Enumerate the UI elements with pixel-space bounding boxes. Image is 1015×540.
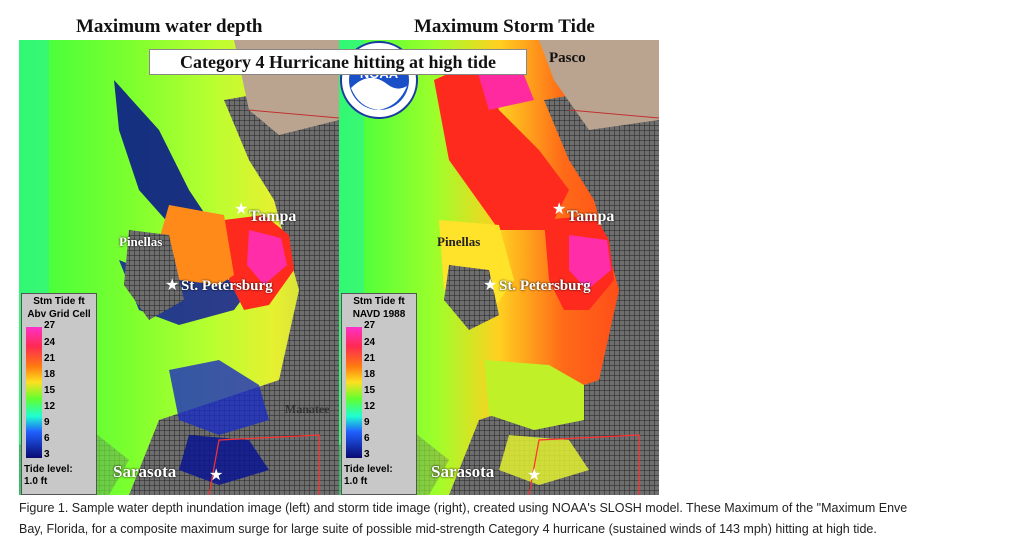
tide-level-title: Tide level: (344, 464, 393, 475)
legend-tick: 24 (44, 337, 56, 348)
storm-tide-map: Pasco Tampa ★ Pinellas ★ St. Petersburg … (339, 40, 659, 495)
legend-tick: 18 (44, 369, 56, 380)
tide-level-value: 1.0 ft (344, 476, 368, 487)
legend-color-bar (346, 327, 362, 458)
legend-tick: 27 (364, 320, 376, 331)
legend-tick: 3 (44, 449, 50, 460)
place-label-manatee: Manatee (285, 402, 330, 416)
place-label-sarasota: Sarasota (431, 462, 495, 481)
legend-title-2: Abv Grid Cell (27, 309, 91, 320)
legend-tick: 21 (44, 353, 56, 364)
legend-tick: 9 (364, 417, 370, 428)
legend-tick: 27 (44, 320, 56, 331)
water-depth-map: Tampa ★ Pinellas ★ St. Petersburg Manate… (19, 40, 339, 495)
sarasota-star-icon: ★ (209, 467, 224, 484)
water-depth-map-graphic (19, 40, 339, 495)
caption-line-2: Bay, Florida, for a composite maximum su… (19, 522, 877, 536)
legend-tick: 18 (364, 369, 376, 380)
legend-color-bar (26, 327, 42, 458)
st-petersburg-star-icon: ★ (483, 277, 498, 294)
tide-level-label: Tide level: 1.0 ft (24, 464, 73, 488)
scenario-banner: Category 4 Hurricane hitting at high tid… (149, 49, 527, 75)
legend-tick: 24 (364, 337, 376, 348)
legend-left: Stm Tide ft Abv Grid Cell 27 24 21 18 15… (21, 293, 97, 495)
place-label-st-petersburg: St. Petersburg (499, 278, 591, 294)
tide-level-label: Tide level: 1.0 ft (344, 464, 393, 488)
legend-tick: 6 (44, 433, 50, 444)
legend-title-1: Stm Tide ft (353, 296, 405, 307)
place-label-pinellas: Pinellas (119, 234, 163, 249)
legend-title-1: Stm Tide ft (33, 296, 85, 307)
place-label-sarasota: Sarasota (113, 462, 177, 481)
legend-tick: 12 (364, 401, 376, 412)
place-label-pasco: Pasco (549, 50, 586, 66)
legend-title-2: NAVD 1988 (352, 309, 406, 320)
tide-level-value: 1.0 ft (24, 476, 48, 487)
figure-caption: Figure 1. Sample water depth inundation … (19, 498, 1009, 540)
st-petersburg-star-icon: ★ (165, 277, 180, 294)
legend-tick: 12 (44, 401, 56, 412)
right-map-title: Maximum Storm Tide (414, 16, 595, 37)
legend-tick: 15 (44, 385, 56, 396)
place-label-tampa: Tampa (567, 208, 615, 225)
legend-tick: 3 (364, 449, 370, 460)
legend-tick: 6 (364, 433, 370, 444)
legend-right: Stm Tide ft NAVD 1988 27 24 21 18 15 12 … (341, 293, 417, 495)
tide-level-title: Tide level: (24, 464, 73, 475)
left-map-title: Maximum water depth (76, 16, 263, 37)
legend-tick: 15 (364, 385, 376, 396)
tampa-star-icon: ★ (234, 201, 249, 218)
sarasota-star-icon: ★ (527, 467, 542, 484)
place-label-pinellas: Pinellas (437, 234, 481, 249)
place-label-st-petersburg: St. Petersburg (181, 278, 273, 294)
legend-tick: 9 (44, 417, 50, 428)
caption-line-1: Figure 1. Sample water depth inundation … (19, 501, 908, 515)
legend-tick: 21 (364, 353, 376, 364)
tampa-star-icon: ★ (552, 201, 567, 218)
place-label-tampa: Tampa (249, 208, 297, 225)
